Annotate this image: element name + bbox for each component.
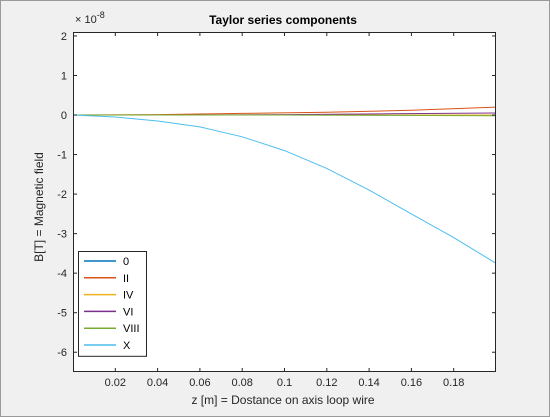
x-tick-label: 0.08 [231,377,252,389]
y-axis-label: B[T] = Magnetic field [32,152,46,262]
y-tick-label: 0 [61,110,67,122]
y-exponent-power: -8 [97,10,105,20]
y-axis: 2 1 0 -1 -2 -3 -4 -5 -6 [57,31,496,359]
series-layer [72,106,497,264]
legend-box [78,251,147,357]
legend-label: X [123,340,131,352]
y-tick-label: -5 [57,308,67,320]
y-tick-label: -2 [57,189,67,201]
y-tick-label: 2 [61,31,67,43]
y-exponent-label: × 10-8 [75,10,105,26]
x-tick-label: 0.04 [147,377,168,389]
legend-label: 0 [123,256,129,268]
x-tick-label: 0.14 [358,377,379,389]
y-tick-label: -4 [57,268,67,280]
legend-label: II [123,273,129,285]
x-tick-label: 0.16 [401,377,422,389]
x-tick-label: 0.18 [443,377,464,389]
x-tick-label: 0.02 [105,377,126,389]
chart-title: Taylor series components [209,13,357,27]
legend: 0 II IV VI VIII X [78,251,147,357]
legend-label: VI [123,306,133,318]
x-tick-label: 0.06 [189,377,210,389]
y-tick-label: -3 [57,229,67,241]
x-tick-label: 0.12 [316,377,337,389]
x-axis-label: z [m] = Dostance on axis loop wire [191,393,374,407]
series-line-viii [73,114,497,117]
y-exponent-base: × 10 [75,14,97,26]
y-tick-label: 1 [61,70,67,82]
legend-label: VIII [123,323,140,335]
y-tick-label: -6 [57,347,67,359]
series-line-x [72,114,497,264]
legend-label: IV [123,290,134,302]
x-tick-label: 0.1 [277,377,292,389]
x-axis: 0.02 0.04 0.06 0.08 0.1 0.12 0.14 0.16 0.18 [105,32,464,389]
y-tick-label: -1 [57,150,67,162]
